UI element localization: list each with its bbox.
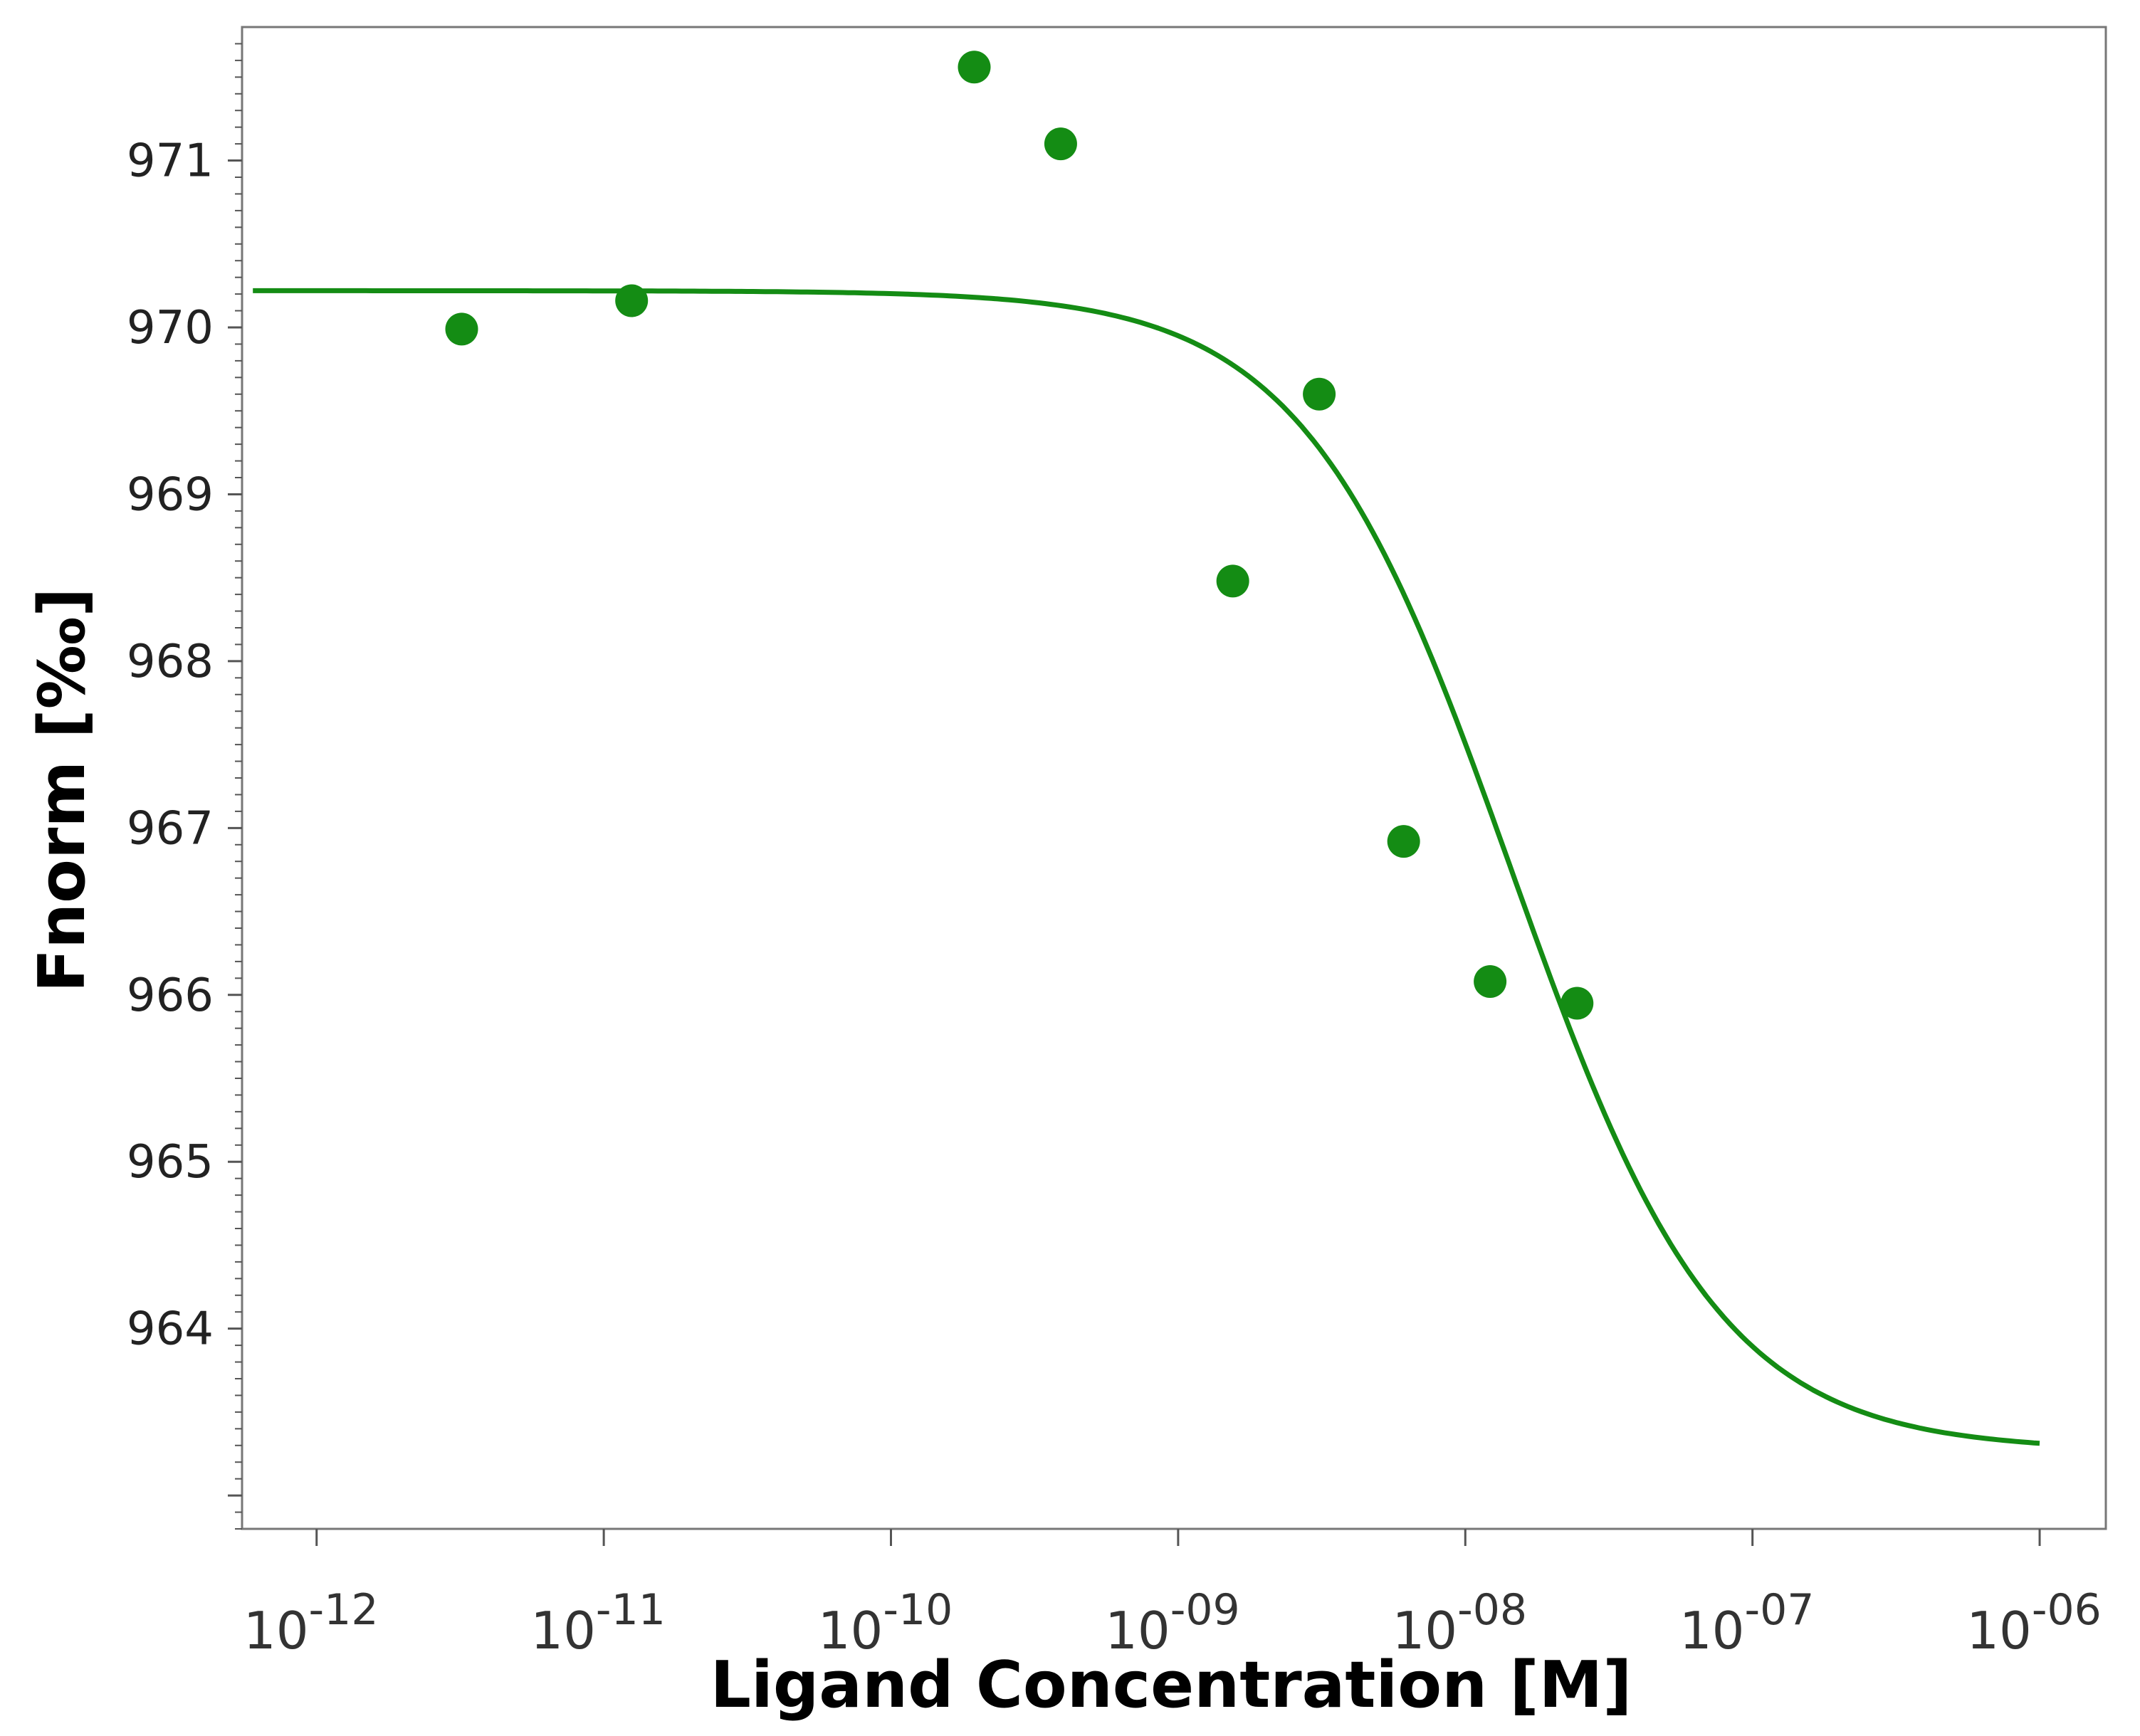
x-tick-label: 10-08 bbox=[1392, 1585, 1527, 1661]
y-tick-label: 971 bbox=[127, 135, 214, 188]
x-axis: 10-12 10-11 10-10 10-09 10-08 10-07 10-06 bbox=[243, 1529, 2102, 1661]
x-axis-title: Ligand Concentration [M] bbox=[710, 1648, 1632, 1722]
y-tick-label: 970 bbox=[127, 302, 214, 354]
y-axis: 964 965 966 967 968 969 970 971 bbox=[127, 43, 242, 1530]
y-axis-title: Fnorm [‰] bbox=[25, 588, 100, 993]
data-points-layer bbox=[445, 51, 1594, 1020]
fit-curve bbox=[253, 288, 2040, 1446]
data-point bbox=[1044, 127, 1077, 161]
y-tick-label: 964 bbox=[127, 1303, 214, 1356]
data-point bbox=[1303, 377, 1336, 411]
y-tick-label: 967 bbox=[127, 802, 214, 855]
data-point bbox=[615, 284, 649, 317]
y-tick-label: 969 bbox=[127, 468, 214, 521]
y-tick-label: 965 bbox=[127, 1136, 214, 1189]
data-point bbox=[445, 312, 478, 346]
x-tick-label: 10-09 bbox=[1105, 1585, 1240, 1661]
data-point bbox=[1561, 987, 1594, 1020]
x-tick-label: 10-06 bbox=[1966, 1585, 2102, 1661]
x-tick-label: 10-11 bbox=[530, 1585, 666, 1661]
y-tick-label: 966 bbox=[127, 969, 214, 1022]
x-tick-label: 10-07 bbox=[1679, 1585, 1815, 1661]
x-tick-label: 10-12 bbox=[243, 1585, 379, 1661]
data-point bbox=[1387, 825, 1420, 858]
data-point bbox=[1474, 965, 1507, 999]
y-tick-label: 968 bbox=[127, 636, 214, 688]
x-tick-label: 10-10 bbox=[818, 1585, 953, 1661]
fit-curve-layer bbox=[253, 288, 2040, 1446]
data-point bbox=[1216, 564, 1249, 598]
data-point bbox=[958, 51, 991, 84]
